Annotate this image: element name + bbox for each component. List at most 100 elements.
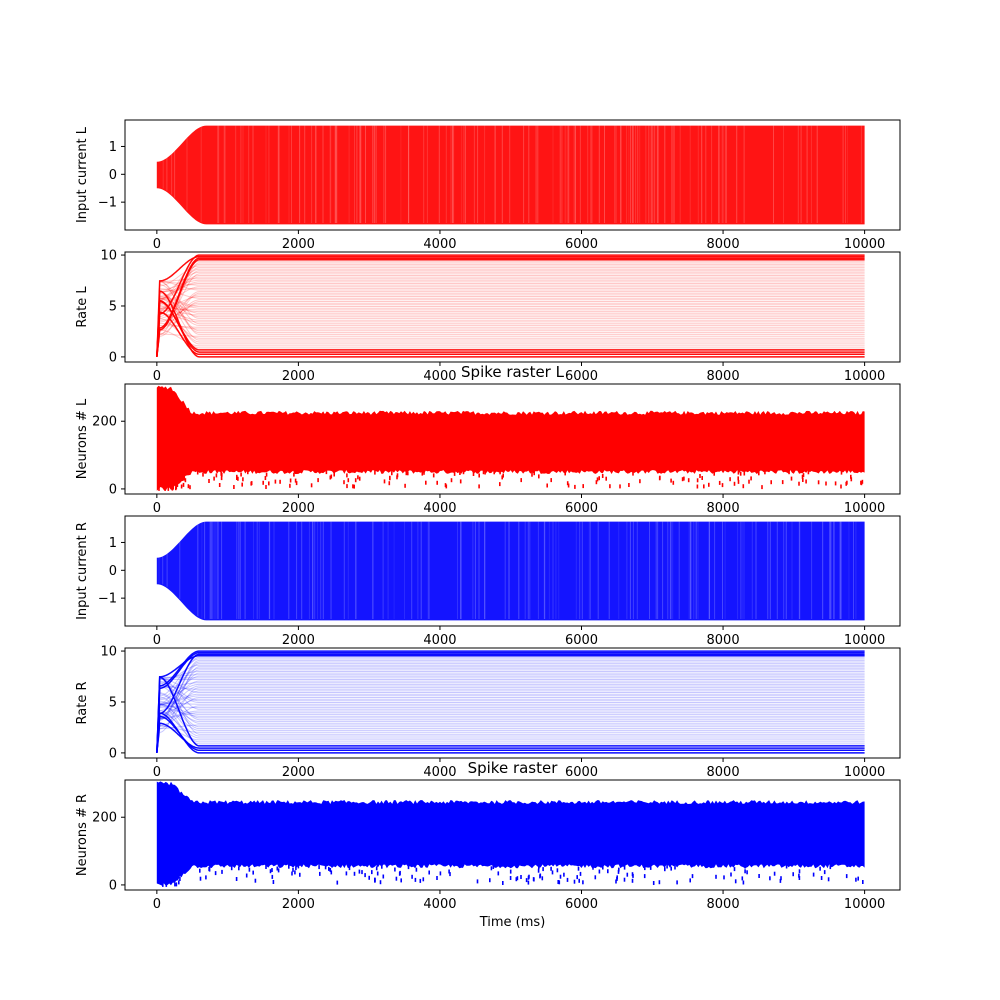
chart-5-xtick-label: 0 — [153, 765, 161, 780]
chart-2-series-line — [156, 291, 865, 357]
chart-2-series-line — [156, 286, 865, 357]
chart-2-series-line — [156, 300, 865, 357]
chart-1-frame — [124, 119, 901, 231]
chart-5-series-line — [156, 666, 865, 753]
chart-4-series-band — [156, 521, 865, 621]
chart-1-xtick-label: 4000 — [423, 237, 456, 252]
chart-5: 0 2000 4000 6000 8000 10000 0 5 10 Rate R — [75, 645, 901, 780]
chart-6-ytick-label: 0 — [109, 878, 117, 893]
chart-1-xtick-label: 2000 — [282, 237, 315, 252]
chart-5-series-line — [156, 697, 865, 753]
chart-2-series-line — [156, 265, 865, 357]
chart-2-xtick-label: 8000 — [707, 369, 740, 384]
chart-5-series-line — [156, 712, 865, 754]
chart-4-xtick-label: 8000 — [707, 633, 740, 648]
chart-4-xtick-label: 2000 — [282, 633, 315, 648]
chart-5-series-line — [156, 654, 865, 753]
chart-2-series-line — [156, 294, 865, 357]
chart-6-xlabel: Time (ms) — [479, 915, 546, 930]
chart-4-ytick-label: −1 — [98, 592, 117, 607]
chart-2-series-line — [156, 278, 865, 357]
chart-4-frame — [124, 515, 901, 627]
chart-4-ytick-label: 0 — [109, 564, 117, 579]
chart-4: 0 2000 4000 6000 8000 10000 −1 0 1 Input current … — [75, 515, 901, 648]
chart-6-xtick-label: 8000 — [707, 897, 740, 912]
chart-5-series-line — [156, 698, 865, 753]
chart-2-series-line — [156, 273, 865, 357]
chart-1-ytick-label: −1 — [98, 196, 117, 211]
chart-2-xtick-label: 0 — [153, 369, 161, 384]
chart-3-plot-area — [156, 385, 865, 491]
chart-2-series-line — [156, 281, 865, 357]
chart-5-series-line — [156, 704, 865, 753]
chart-1-ytick-label: 0 — [109, 168, 117, 183]
chart-6-frame — [124, 779, 901, 891]
chart-5-xtick-label: 4000 — [423, 765, 456, 780]
chart-2-ytick-label: 0 — [109, 350, 117, 365]
chart-6-title: Spike raster — [468, 759, 559, 777]
chart-3-xtick-label: 6000 — [565, 501, 598, 516]
chart-3-xtick-label: 10000 — [844, 501, 885, 516]
chart-5-series-line — [156, 650, 865, 753]
chart-2-series-line — [156, 296, 865, 357]
chart-6-spike-marks — [162, 864, 864, 887]
chart-5-series-line — [156, 682, 865, 753]
chart-4-ylabel: Input current R — [75, 522, 90, 620]
chart-5-series-line — [156, 725, 865, 753]
chart-1-plot-area — [156, 125, 865, 225]
chart-5-series-line — [156, 656, 865, 753]
chart-2-xtick-label: 10000 — [844, 369, 885, 384]
chart-3-title: Spike raster L — [461, 363, 565, 381]
chart-5-series-line — [156, 667, 865, 753]
chart-6-xtick-label: 10000 — [844, 897, 885, 912]
chart-1-xtick-label: 6000 — [565, 237, 598, 252]
chart-2-series-line — [156, 296, 865, 357]
chart-2-series-line — [156, 297, 865, 357]
chart-2-series-line — [156, 287, 865, 357]
chart-1: 0 2000 4000 6000 8000 10000 −1 0 1 Input current … — [75, 119, 901, 252]
chart-5-series-line — [156, 695, 865, 753]
chart-5-series-line — [156, 684, 865, 753]
chart-2-series-line — [156, 309, 865, 357]
chart-2-series-line — [156, 281, 865, 357]
chart-2-series-line — [156, 301, 865, 357]
chart-1-series-band — [156, 125, 865, 225]
chart-5-series-line — [156, 690, 865, 753]
chart-2-series-line — [156, 281, 865, 357]
chart-6-plot-area — [156, 781, 865, 887]
chart-5-series-line — [156, 704, 865, 753]
chart-5-series-line — [156, 722, 865, 753]
chart-2-series-line — [156, 329, 865, 357]
chart-5-series-line — [156, 702, 865, 753]
chart-5-frame — [124, 647, 901, 759]
chart-2-series-line — [156, 262, 865, 357]
chart-5-ytick-label: 10 — [100, 645, 117, 660]
chart-2-xtick-label: 6000 — [565, 369, 598, 384]
chart-3-spike-marks — [158, 470, 864, 491]
chart-5-series-line — [156, 676, 865, 753]
chart-2-series-line — [156, 298, 865, 357]
chart-1-xtick-label: 0 — [153, 237, 161, 252]
chart-1-xtick-label: 8000 — [707, 237, 740, 252]
chart-4-xtick-label: 0 — [153, 633, 161, 648]
chart-5-series-line — [156, 663, 865, 753]
chart-2-series-line — [156, 305, 865, 357]
chart-2-frame — [124, 251, 901, 363]
chart-2-xtick-label: 2000 — [282, 369, 315, 384]
chart-2-series-line — [156, 260, 865, 357]
chart-2-series-line — [156, 303, 865, 357]
chart-6-xtick-label: 6000 — [565, 897, 598, 912]
chart-2-series-line — [156, 257, 865, 357]
chart-6-xtick-label: 0 — [153, 897, 161, 912]
chart-5-series-line — [156, 693, 865, 753]
chart-5-xtick-label: 6000 — [565, 765, 598, 780]
chart-5-series-line — [156, 715, 865, 753]
chart-2: 0 2000 4000 6000 8000 10000 0 5 10 Rate L — [75, 249, 901, 384]
chart-6-xtick-label: 2000 — [282, 897, 315, 912]
chart-2-series-line — [156, 299, 865, 357]
chart-4-ytick-label: 1 — [109, 536, 117, 551]
chart-5-series-line — [156, 672, 865, 753]
chart-5-series-line — [156, 711, 865, 753]
chart-5-series-line — [156, 682, 865, 753]
